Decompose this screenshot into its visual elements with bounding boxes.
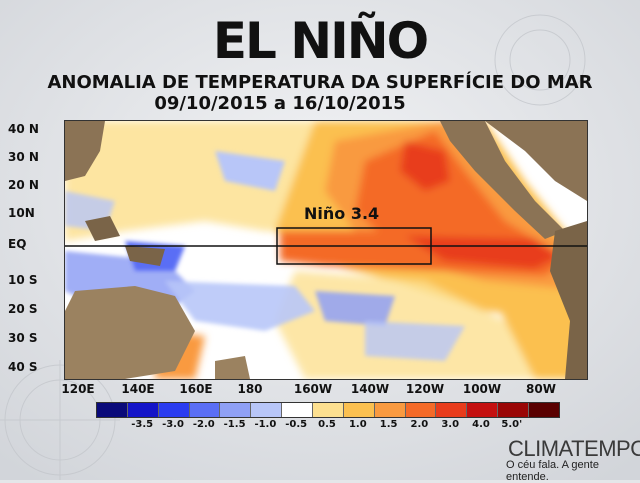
legend-swatch [374, 403, 406, 417]
legend-swatch [313, 403, 344, 417]
lon-label-140e: 140E [121, 382, 155, 396]
lat-label-40s: 40 S [8, 360, 38, 374]
lat-label-30n: 30 N [8, 150, 39, 164]
sst-anomaly-map [64, 120, 588, 380]
lat-label-eq: EQ [8, 237, 27, 251]
lat-label-40n: 40 N [8, 122, 39, 136]
map-subtitle: ANOMALIA DE TEMPERATURA DA SUPERFÍCIE DO… [47, 72, 593, 93]
legend-swatch [436, 403, 468, 417]
brand-logo: CLIMATEMPO [508, 436, 640, 461]
color-scale-legend [96, 402, 560, 418]
legend-value-label: -1.0 [254, 419, 277, 430]
lon-label-80w: 80W [526, 382, 556, 396]
brand-tagline: O céu fala. A gente entende. [506, 459, 599, 483]
lat-label-30s: 30 S [8, 331, 38, 345]
legend-value-label: 3.0 [441, 419, 460, 430]
legend-value-label: -2.0 [192, 419, 215, 430]
legend-swatch [127, 403, 159, 417]
nino34-region-box [276, 227, 432, 265]
legend-value-label: 0.5 [318, 419, 336, 430]
nino34-region-label: Niño 3.4 [304, 204, 380, 223]
legend-swatch [189, 403, 221, 417]
lon-label-120w: 120W [405, 382, 445, 396]
lon-label-160e: 160E [179, 382, 213, 396]
lat-label-20n: 20 N [8, 178, 39, 192]
lat-label-20s: 20 S [8, 302, 38, 316]
lon-label-180: 180 [237, 382, 263, 396]
legend-value-label: 1.5 [379, 419, 398, 430]
date-range: 09/10/2015 a 16/10/2015 [154, 93, 406, 114]
legend-value-label: 2.0 [410, 419, 429, 430]
legend-swatch [405, 403, 437, 417]
legend-value-label: -0.5 [285, 419, 308, 430]
legend-swatch [282, 403, 314, 417]
legend-swatch [220, 403, 252, 417]
legend-swatch [97, 403, 128, 417]
legend-value-label: -3.0 [162, 419, 184, 430]
legend-swatch [158, 403, 190, 417]
lon-label-100w: 100W [462, 382, 502, 396]
legend-swatch [251, 403, 283, 417]
legend-swatch [343, 403, 375, 417]
legend-value-label: 4.0 [472, 419, 490, 430]
legend-value-label: 1.0 [348, 419, 367, 430]
lat-label-10n: 10N [8, 206, 35, 220]
legend-value-label: -1.5 [223, 419, 246, 430]
page-title: EL NIÑO [212, 12, 429, 70]
lon-label-120e: 120E [61, 382, 95, 396]
map-canvas [65, 121, 587, 379]
legend-value-label: 5.0' [501, 419, 523, 430]
land-masses [65, 121, 587, 379]
lat-label-10s: 10 S [8, 273, 38, 287]
lon-label-160w: 160W [293, 382, 333, 396]
legend-swatch [498, 403, 530, 417]
legend-value-label: -3.5 [131, 419, 154, 430]
legend-swatch [467, 403, 499, 417]
lon-label-140w: 140W [350, 382, 390, 396]
legend-swatch [529, 403, 559, 417]
